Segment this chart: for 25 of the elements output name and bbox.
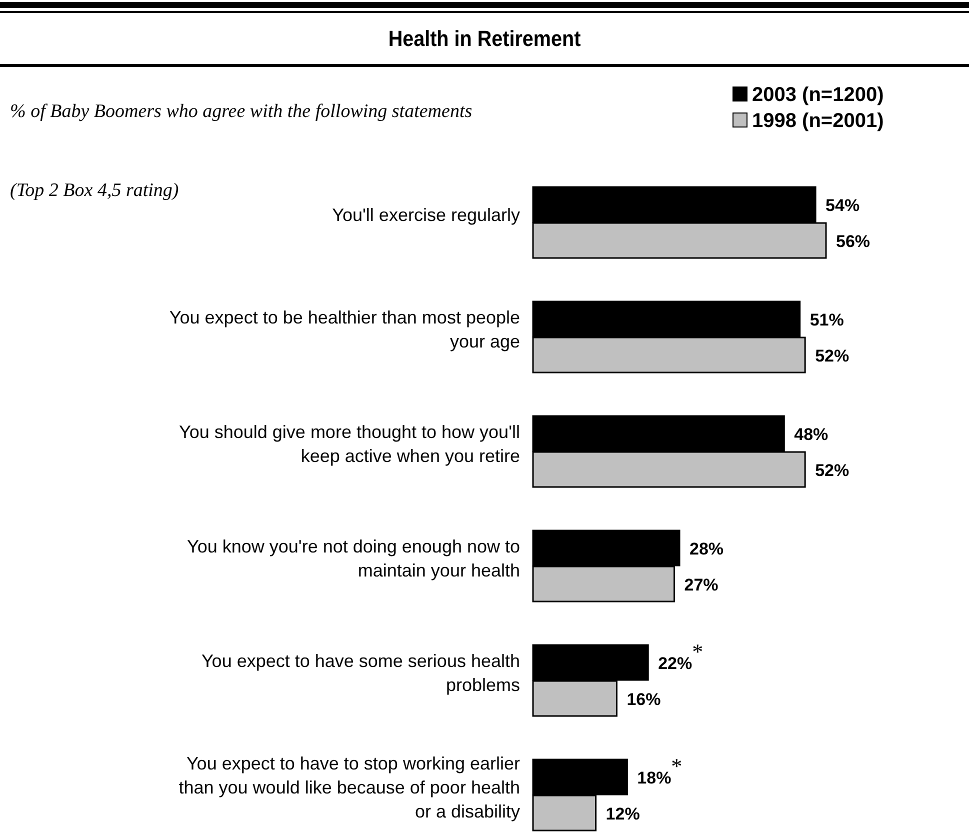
y-tick-label: You expect to have to stop working earlier than you would like because of poor health or a disability	[178, 754, 520, 822]
data-label: 12%	[606, 804, 640, 824]
y-tick-label: You should give more thought to how you'll keep active when you retire	[179, 422, 520, 466]
text: (Top 2 Box 4,5 rating)	[10, 180, 179, 201]
legend-label: 2003 (n=1200)	[752, 84, 884, 106]
data-label: 52%	[815, 461, 850, 480]
data-label: 18%	[637, 768, 672, 788]
annotation: *	[692, 639, 704, 664]
y-tick-label: You'll exercise regularly	[332, 205, 520, 225]
text: % of Baby Boomers who agree with the following statements	[10, 101, 472, 122]
chart-title: Health in Retirement	[388, 27, 581, 52]
data-label: 52%	[815, 346, 850, 366]
data-label: 27%	[684, 576, 718, 594]
data-label: 48%	[794, 425, 828, 444]
data-label: 56%	[836, 232, 870, 251]
data-label: 22%	[658, 654, 692, 673]
legend-label: 1998 (n=2001)	[752, 110, 884, 132]
annotation: *	[671, 754, 682, 778]
y-tick-label: You expect to be healthier than most people your age	[169, 308, 520, 352]
data-label: 28%	[690, 540, 724, 558]
data-label: 54%	[826, 196, 860, 215]
y-tick-label: You know you're not doing enough now to maintain your health	[186, 536, 520, 580]
data-label: 16%	[626, 690, 661, 709]
data-label: 51%	[810, 310, 844, 330]
y-tick-label: You expect to have some serious health problems	[201, 651, 520, 695]
